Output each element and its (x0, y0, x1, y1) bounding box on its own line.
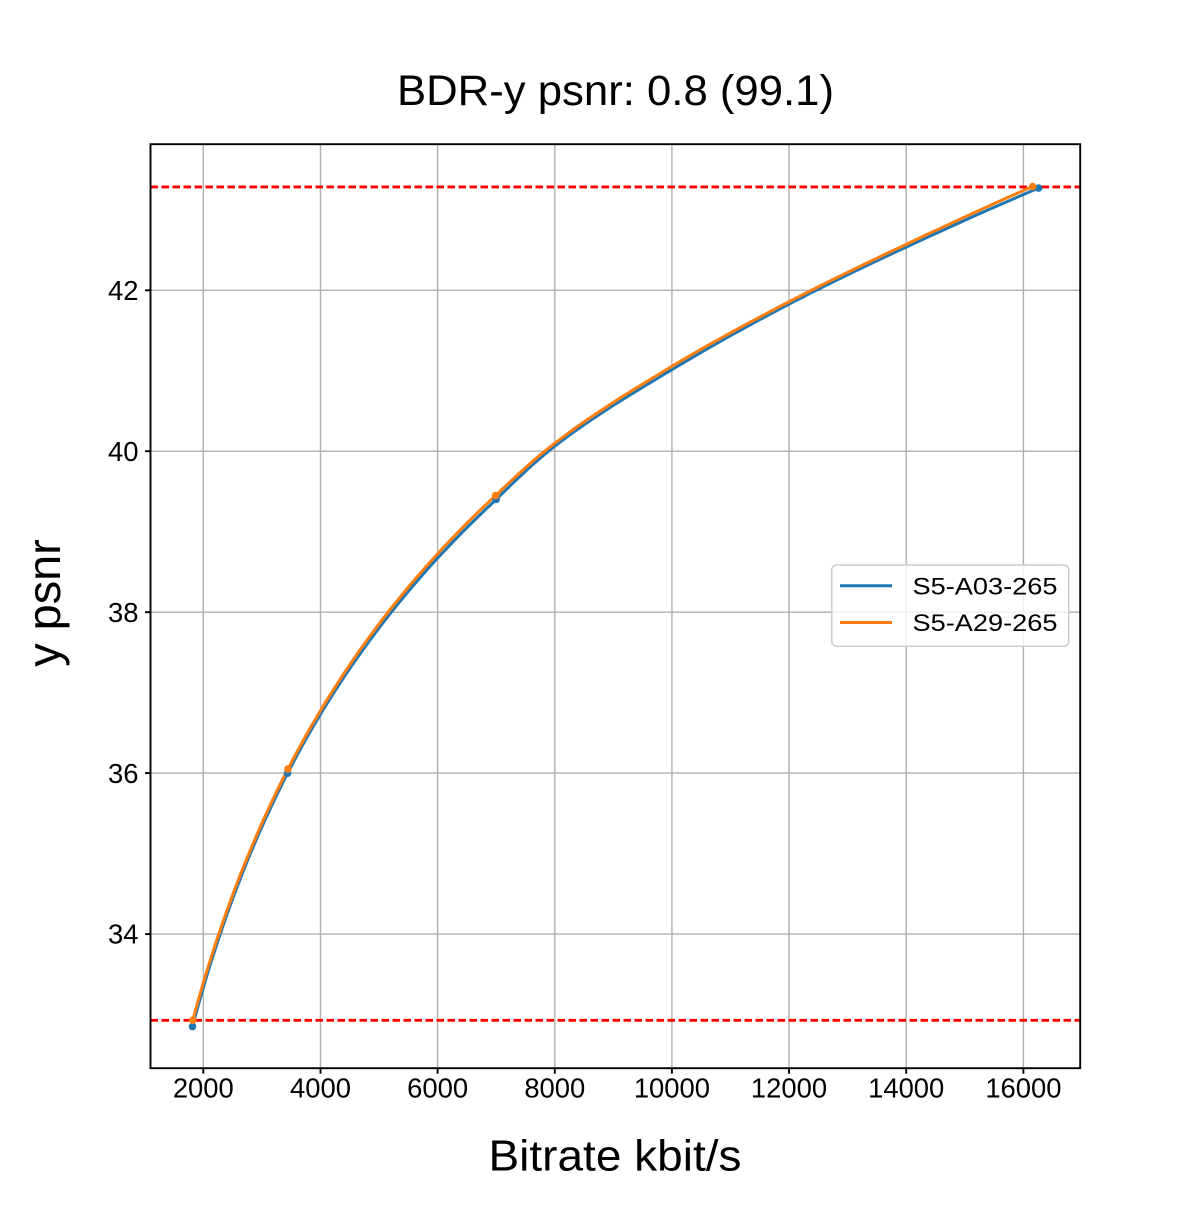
svg-text:y psnr: y psnr (18, 539, 70, 667)
svg-text:S5-A03-265: S5-A03-265 (913, 573, 1058, 600)
svg-text:BDR-y psnr: 0.8 (99.1): BDR-y psnr: 0.8 (99.1) (397, 67, 834, 115)
svg-text:42: 42 (108, 275, 138, 306)
svg-text:38: 38 (108, 597, 138, 628)
svg-text:6000: 6000 (407, 1072, 468, 1103)
svg-text:40: 40 (108, 436, 138, 467)
svg-text:34: 34 (108, 919, 138, 950)
svg-text:16000: 16000 (985, 1072, 1061, 1103)
svg-text:4000: 4000 (290, 1072, 351, 1103)
svg-text:12000: 12000 (751, 1072, 827, 1103)
svg-text:10000: 10000 (634, 1072, 710, 1103)
svg-text:36: 36 (108, 758, 138, 789)
svg-text:2000: 2000 (173, 1072, 234, 1103)
svg-text:8000: 8000 (524, 1072, 585, 1103)
svg-text:Bitrate kbit/s: Bitrate kbit/s (489, 1131, 742, 1180)
svg-text:S5-A29-265: S5-A29-265 (913, 610, 1058, 637)
svg-text:14000: 14000 (868, 1072, 944, 1103)
